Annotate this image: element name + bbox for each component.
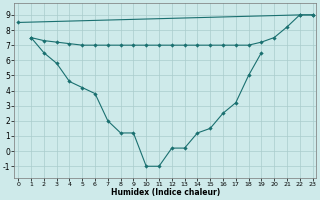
X-axis label: Humidex (Indice chaleur): Humidex (Indice chaleur) bbox=[111, 188, 220, 197]
